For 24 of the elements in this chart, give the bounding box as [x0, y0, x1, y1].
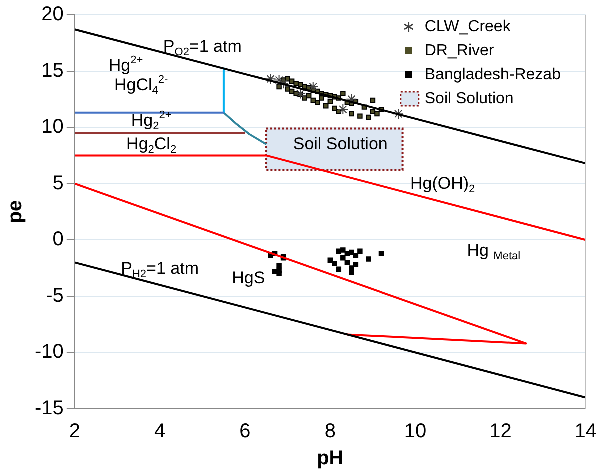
y-axis-title: pe — [4, 200, 27, 224]
x-tick-label: 8 — [324, 420, 336, 443]
x-tick-label: 4 — [154, 420, 166, 443]
legend-label: DR_River — [424, 42, 495, 60]
y-tick-label: 10 — [42, 116, 64, 138]
x-tick-label: 10 — [404, 420, 427, 443]
annotation: Soil Solution — [293, 134, 388, 154]
x-tick-label: 14 — [574, 420, 597, 443]
y-tick-label: 5 — [52, 172, 64, 194]
y-tick-label: -15 — [35, 398, 64, 420]
legend-label: Soil Solution — [424, 90, 514, 108]
y-tick-label: 15 — [42, 60, 64, 82]
y-tick-label: -5 — [46, 284, 64, 307]
x-tick-label: 12 — [490, 420, 512, 443]
annotation: HgS — [232, 268, 266, 288]
x-axis-title: pH — [317, 448, 344, 470]
x-tick-label: 6 — [240, 420, 251, 443]
y-tick-label: -10 — [35, 341, 64, 364]
legend-label: Bangladesh-Rezab — [424, 66, 562, 84]
y-tick-label: 0 — [52, 228, 64, 251]
annotation: Hg Metal — [467, 241, 521, 263]
x-tick-label: 2 — [69, 420, 80, 443]
legend-label: CLW_Creek — [424, 18, 512, 36]
y-tick-label: 20 — [42, 4, 64, 26]
